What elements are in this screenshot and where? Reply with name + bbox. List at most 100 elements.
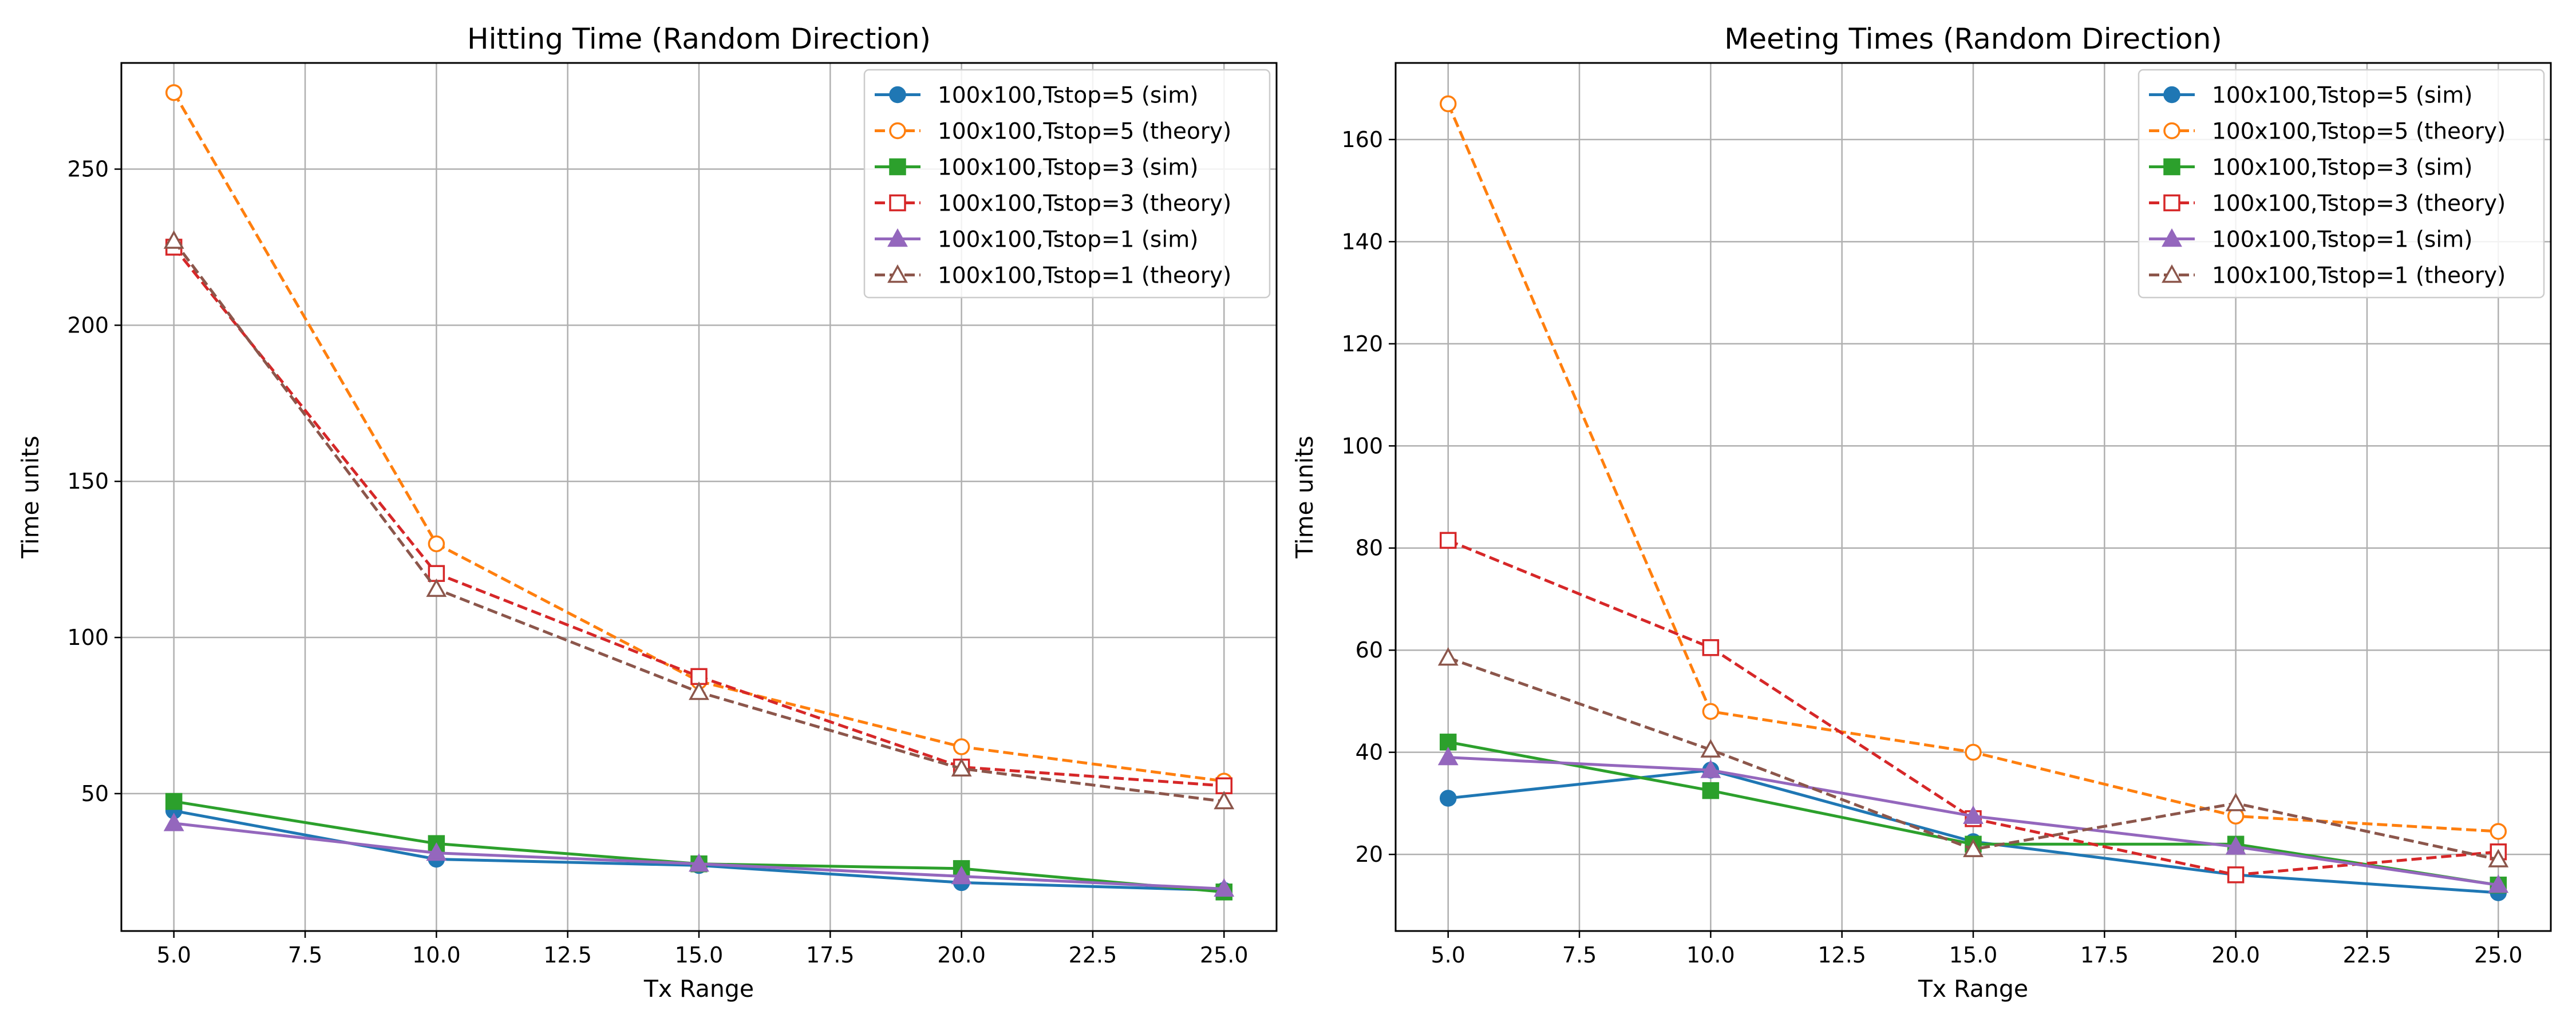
y-tick-label: 20 xyxy=(1356,842,1383,867)
data-point xyxy=(2490,823,2507,840)
legend-label: 100x100,Tstop=3 (theory) xyxy=(938,191,1231,217)
x-tick-label: 5.0 xyxy=(157,942,191,968)
data-point xyxy=(428,535,445,553)
series-group xyxy=(1437,95,2509,901)
data-point xyxy=(1702,639,1720,656)
data-point xyxy=(1437,747,1459,766)
legend-item: 100x100,Tstop=1 (theory) xyxy=(2149,263,2506,289)
data-point xyxy=(1700,759,1721,778)
legend-item: 100x100,Tstop=5 (sim) xyxy=(2149,83,2472,109)
y-axis-label: Time units xyxy=(1291,435,1318,558)
legend-label: 100x100,Tstop=5 (sim) xyxy=(938,83,1198,109)
data-point xyxy=(953,738,970,755)
legend-marker xyxy=(889,86,906,104)
y-tick-label: 60 xyxy=(1356,637,1383,663)
y-tick-label: 250 xyxy=(67,157,109,182)
legend-item: 100x100,Tstop=1 (sim) xyxy=(2149,227,2472,253)
data-point xyxy=(2227,866,2245,884)
x-tick-label: 10.0 xyxy=(412,942,461,968)
data-point xyxy=(951,758,972,777)
data-point xyxy=(689,853,709,872)
data-point xyxy=(165,793,183,810)
data-point xyxy=(428,565,445,582)
data-point xyxy=(2225,793,2246,811)
legend-marker xyxy=(2163,122,2180,140)
data-point xyxy=(1214,790,1235,810)
x-tick-label: 10.0 xyxy=(1686,942,1735,968)
data-point xyxy=(163,813,184,831)
x-tick-label: 5.0 xyxy=(1431,942,1465,968)
data-point xyxy=(1965,743,1982,761)
x-tick-label: 17.5 xyxy=(2080,942,2129,968)
x-tick-label: 12.5 xyxy=(1818,942,1866,968)
x-axis-ticks: 5.0 7.5 10.0 12.5 15.0 17.5 20.0 22.5 25.0 xyxy=(157,931,1249,968)
legend-item: 100x100,Tstop=5 (sim) xyxy=(875,83,1198,109)
legend-marker xyxy=(887,264,908,283)
legend-box xyxy=(863,69,1271,299)
y-tick-label: 200 xyxy=(67,312,109,338)
data-point xyxy=(1963,838,1984,857)
meeting-times-chart: 5.0 7.5 10.0 12.5 15.0 17.5 20.0 22.5 25.0 20 40 6… xyxy=(1291,22,2552,1003)
legend-item: 100x100,Tstop=1 (theory) xyxy=(875,263,1231,289)
legend-label: 100x100,Tstop=5 (theory) xyxy=(2212,119,2506,145)
data-point xyxy=(1700,739,1721,758)
y-tick-label: 50 xyxy=(81,781,109,806)
data-point xyxy=(426,578,447,597)
y-axis-ticks: 50 100 150 200 250 xyxy=(67,157,121,806)
legend-item: 100x100,Tstop=1 (sim) xyxy=(875,227,1198,253)
x-tick-label: 17.5 xyxy=(806,942,855,968)
data-point xyxy=(1702,703,1720,720)
data-point xyxy=(690,668,708,686)
y-tick-label: 140 xyxy=(1341,229,1383,254)
legend-item: 100x100,Tstop=3 (sim) xyxy=(875,155,1198,181)
y-tick-label: 150 xyxy=(67,469,109,494)
data-point xyxy=(1963,805,1984,824)
series-group xyxy=(163,84,1235,901)
legend: 100x100,Tstop=5 (sim) 100x100,Tstop=5 (th… xyxy=(2138,69,2545,299)
legend-label: 100x100,Tstop=5 (sim) xyxy=(2212,83,2472,109)
data-point xyxy=(689,681,709,700)
series-line xyxy=(172,92,1224,783)
y-tick-label: 120 xyxy=(1341,331,1383,356)
series-5 xyxy=(163,230,1235,810)
legend-marker xyxy=(889,122,906,140)
legend-marker xyxy=(889,194,906,212)
x-tick-label: 22.5 xyxy=(1069,942,1117,968)
data-point xyxy=(2488,874,2509,893)
y-tick-label: 100 xyxy=(1341,433,1383,458)
legend-marker xyxy=(2163,158,2180,176)
data-point xyxy=(163,230,184,249)
data-point xyxy=(165,84,183,101)
legend-marker xyxy=(2162,228,2182,247)
legend-label: 100x100,Tstop=3 (sim) xyxy=(938,155,1198,181)
legend-label: 100x100,Tstop=3 (sim) xyxy=(2212,155,2472,181)
legend-item: 100x100,Tstop=5 (theory) xyxy=(875,119,1231,145)
data-point xyxy=(1439,95,1457,113)
data-point xyxy=(2225,836,2246,855)
data-point xyxy=(2488,849,2509,867)
legend-marker xyxy=(2163,86,2180,104)
data-point xyxy=(426,842,447,861)
x-axis-label: Tx Range xyxy=(1918,975,2028,1003)
y-axis-label: Time units xyxy=(17,435,44,558)
legend-item: 100x100,Tstop=5 (theory) xyxy=(2149,119,2506,145)
y-tick-label: 160 xyxy=(1341,127,1383,152)
data-point xyxy=(1702,782,1720,799)
x-axis-ticks: 5.0 7.5 10.0 12.5 15.0 17.5 20.0 22.5 25.0 xyxy=(1431,931,2523,968)
x-tick-label: 22.5 xyxy=(2343,942,2392,968)
series-5 xyxy=(1437,647,2509,867)
legend-marker xyxy=(2163,194,2180,212)
x-tick-label: 20.0 xyxy=(2211,942,2260,968)
y-tick-label: 40 xyxy=(1356,740,1383,765)
x-axis-label: Tx Range xyxy=(643,975,754,1003)
legend: 100x100,Tstop=5 (sim) 100x100,Tstop=5 (th… xyxy=(863,69,1271,299)
hitting-time-chart: 5.0 7.5 10.0 12.5 15.0 17.5 20.0 22.5 25.0 50 100… xyxy=(17,22,1278,1003)
data-point xyxy=(1439,790,1457,807)
x-tick-label: 7.5 xyxy=(1562,942,1597,968)
data-point xyxy=(1437,647,1459,666)
x-tick-label: 15.0 xyxy=(675,942,724,968)
chart-title: Hitting Time (Random Direction) xyxy=(467,22,931,56)
x-tick-label: 20.0 xyxy=(937,942,986,968)
legend-label: 100x100,Tstop=3 (theory) xyxy=(2212,191,2506,217)
